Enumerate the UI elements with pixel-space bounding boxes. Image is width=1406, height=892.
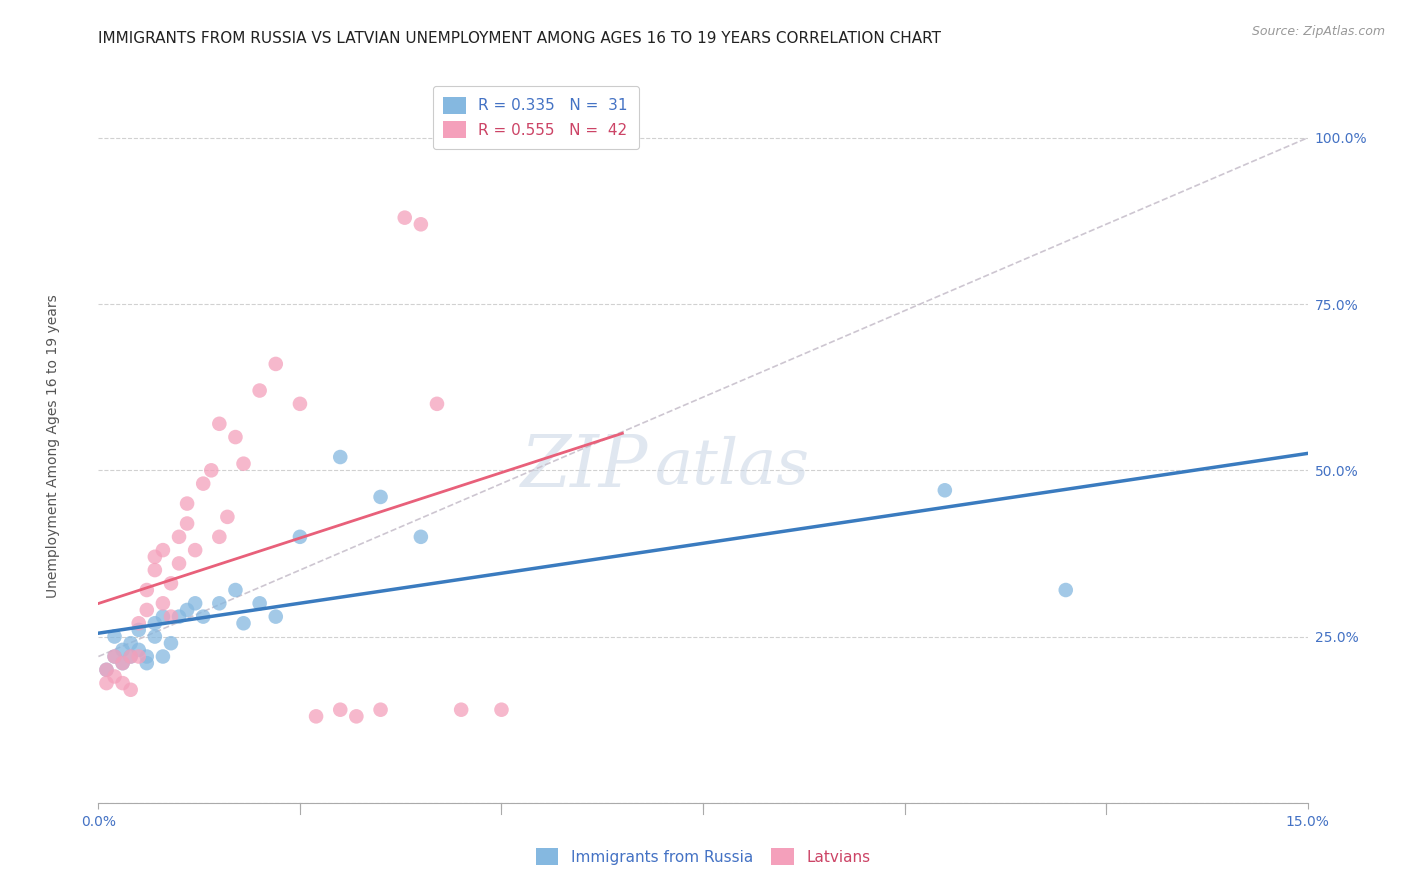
Point	[111, 656, 134, 670]
Point	[176, 516, 198, 531]
Text: ZIP: ZIP	[522, 431, 648, 501]
Point	[176, 497, 198, 511]
Point	[128, 649, 150, 664]
Point	[143, 630, 166, 644]
Point	[111, 656, 134, 670]
Point	[370, 703, 392, 717]
Point	[135, 603, 157, 617]
Point	[184, 543, 207, 558]
Point	[152, 649, 174, 664]
Point	[224, 582, 246, 597]
Point	[103, 649, 125, 664]
Point	[103, 649, 125, 664]
Point	[184, 596, 207, 610]
Point	[111, 676, 134, 690]
Point	[491, 703, 513, 717]
Text: Source: ZipAtlas.com: Source: ZipAtlas.com	[1251, 25, 1385, 38]
Point	[128, 616, 150, 631]
Point	[193, 609, 215, 624]
Point	[135, 649, 157, 664]
Point	[152, 596, 174, 610]
Point	[135, 656, 157, 670]
Point	[103, 669, 125, 683]
Point	[394, 211, 416, 225]
Point	[160, 636, 183, 650]
Point	[120, 682, 142, 697]
Point	[264, 357, 287, 371]
Text: IMMIGRANTS FROM RUSSIA VS LATVIAN UNEMPLOYMENT AMONG AGES 16 TO 19 YEARS CORRELA: IMMIGRANTS FROM RUSSIA VS LATVIAN UNEMPL…	[98, 31, 942, 46]
Point	[208, 417, 231, 431]
Point	[96, 663, 118, 677]
Legend: Immigrants from Russia, Latvians: Immigrants from Russia, Latvians	[530, 842, 876, 871]
Point	[409, 530, 432, 544]
Point	[264, 609, 287, 624]
Point	[249, 384, 271, 398]
Point	[232, 616, 254, 631]
Point	[305, 709, 328, 723]
Point	[344, 709, 367, 723]
Point	[152, 609, 174, 624]
Point	[152, 543, 174, 558]
Point	[370, 490, 392, 504]
Point	[208, 530, 231, 544]
Point	[143, 563, 166, 577]
Point	[426, 397, 449, 411]
Point	[111, 643, 134, 657]
Point	[224, 430, 246, 444]
Point	[143, 616, 166, 631]
Point	[1054, 582, 1077, 597]
Point	[96, 676, 118, 690]
Point	[167, 609, 190, 624]
Point	[160, 609, 183, 624]
Point	[176, 603, 198, 617]
Text: atlas: atlas	[655, 435, 810, 497]
Point	[120, 649, 142, 664]
Point	[249, 596, 271, 610]
Point	[288, 397, 311, 411]
Text: Unemployment Among Ages 16 to 19 years: Unemployment Among Ages 16 to 19 years	[46, 294, 60, 598]
Point	[120, 636, 142, 650]
Point	[288, 530, 311, 544]
Point	[167, 530, 190, 544]
Point	[143, 549, 166, 564]
Point	[135, 582, 157, 597]
Point	[128, 623, 150, 637]
Point	[167, 557, 190, 571]
Point	[409, 217, 432, 231]
Point	[160, 576, 183, 591]
Point	[217, 509, 239, 524]
Point	[193, 476, 215, 491]
Point	[208, 596, 231, 610]
Point	[450, 703, 472, 717]
Point	[120, 649, 142, 664]
Point	[200, 463, 222, 477]
Point	[329, 450, 352, 464]
Point	[128, 643, 150, 657]
Point	[329, 703, 352, 717]
Legend: R = 0.335   N =  31, R = 0.555   N =  42: R = 0.335 N = 31, R = 0.555 N = 42	[433, 87, 638, 149]
Point	[934, 483, 956, 498]
Point	[96, 663, 118, 677]
Point	[232, 457, 254, 471]
Point	[103, 630, 125, 644]
